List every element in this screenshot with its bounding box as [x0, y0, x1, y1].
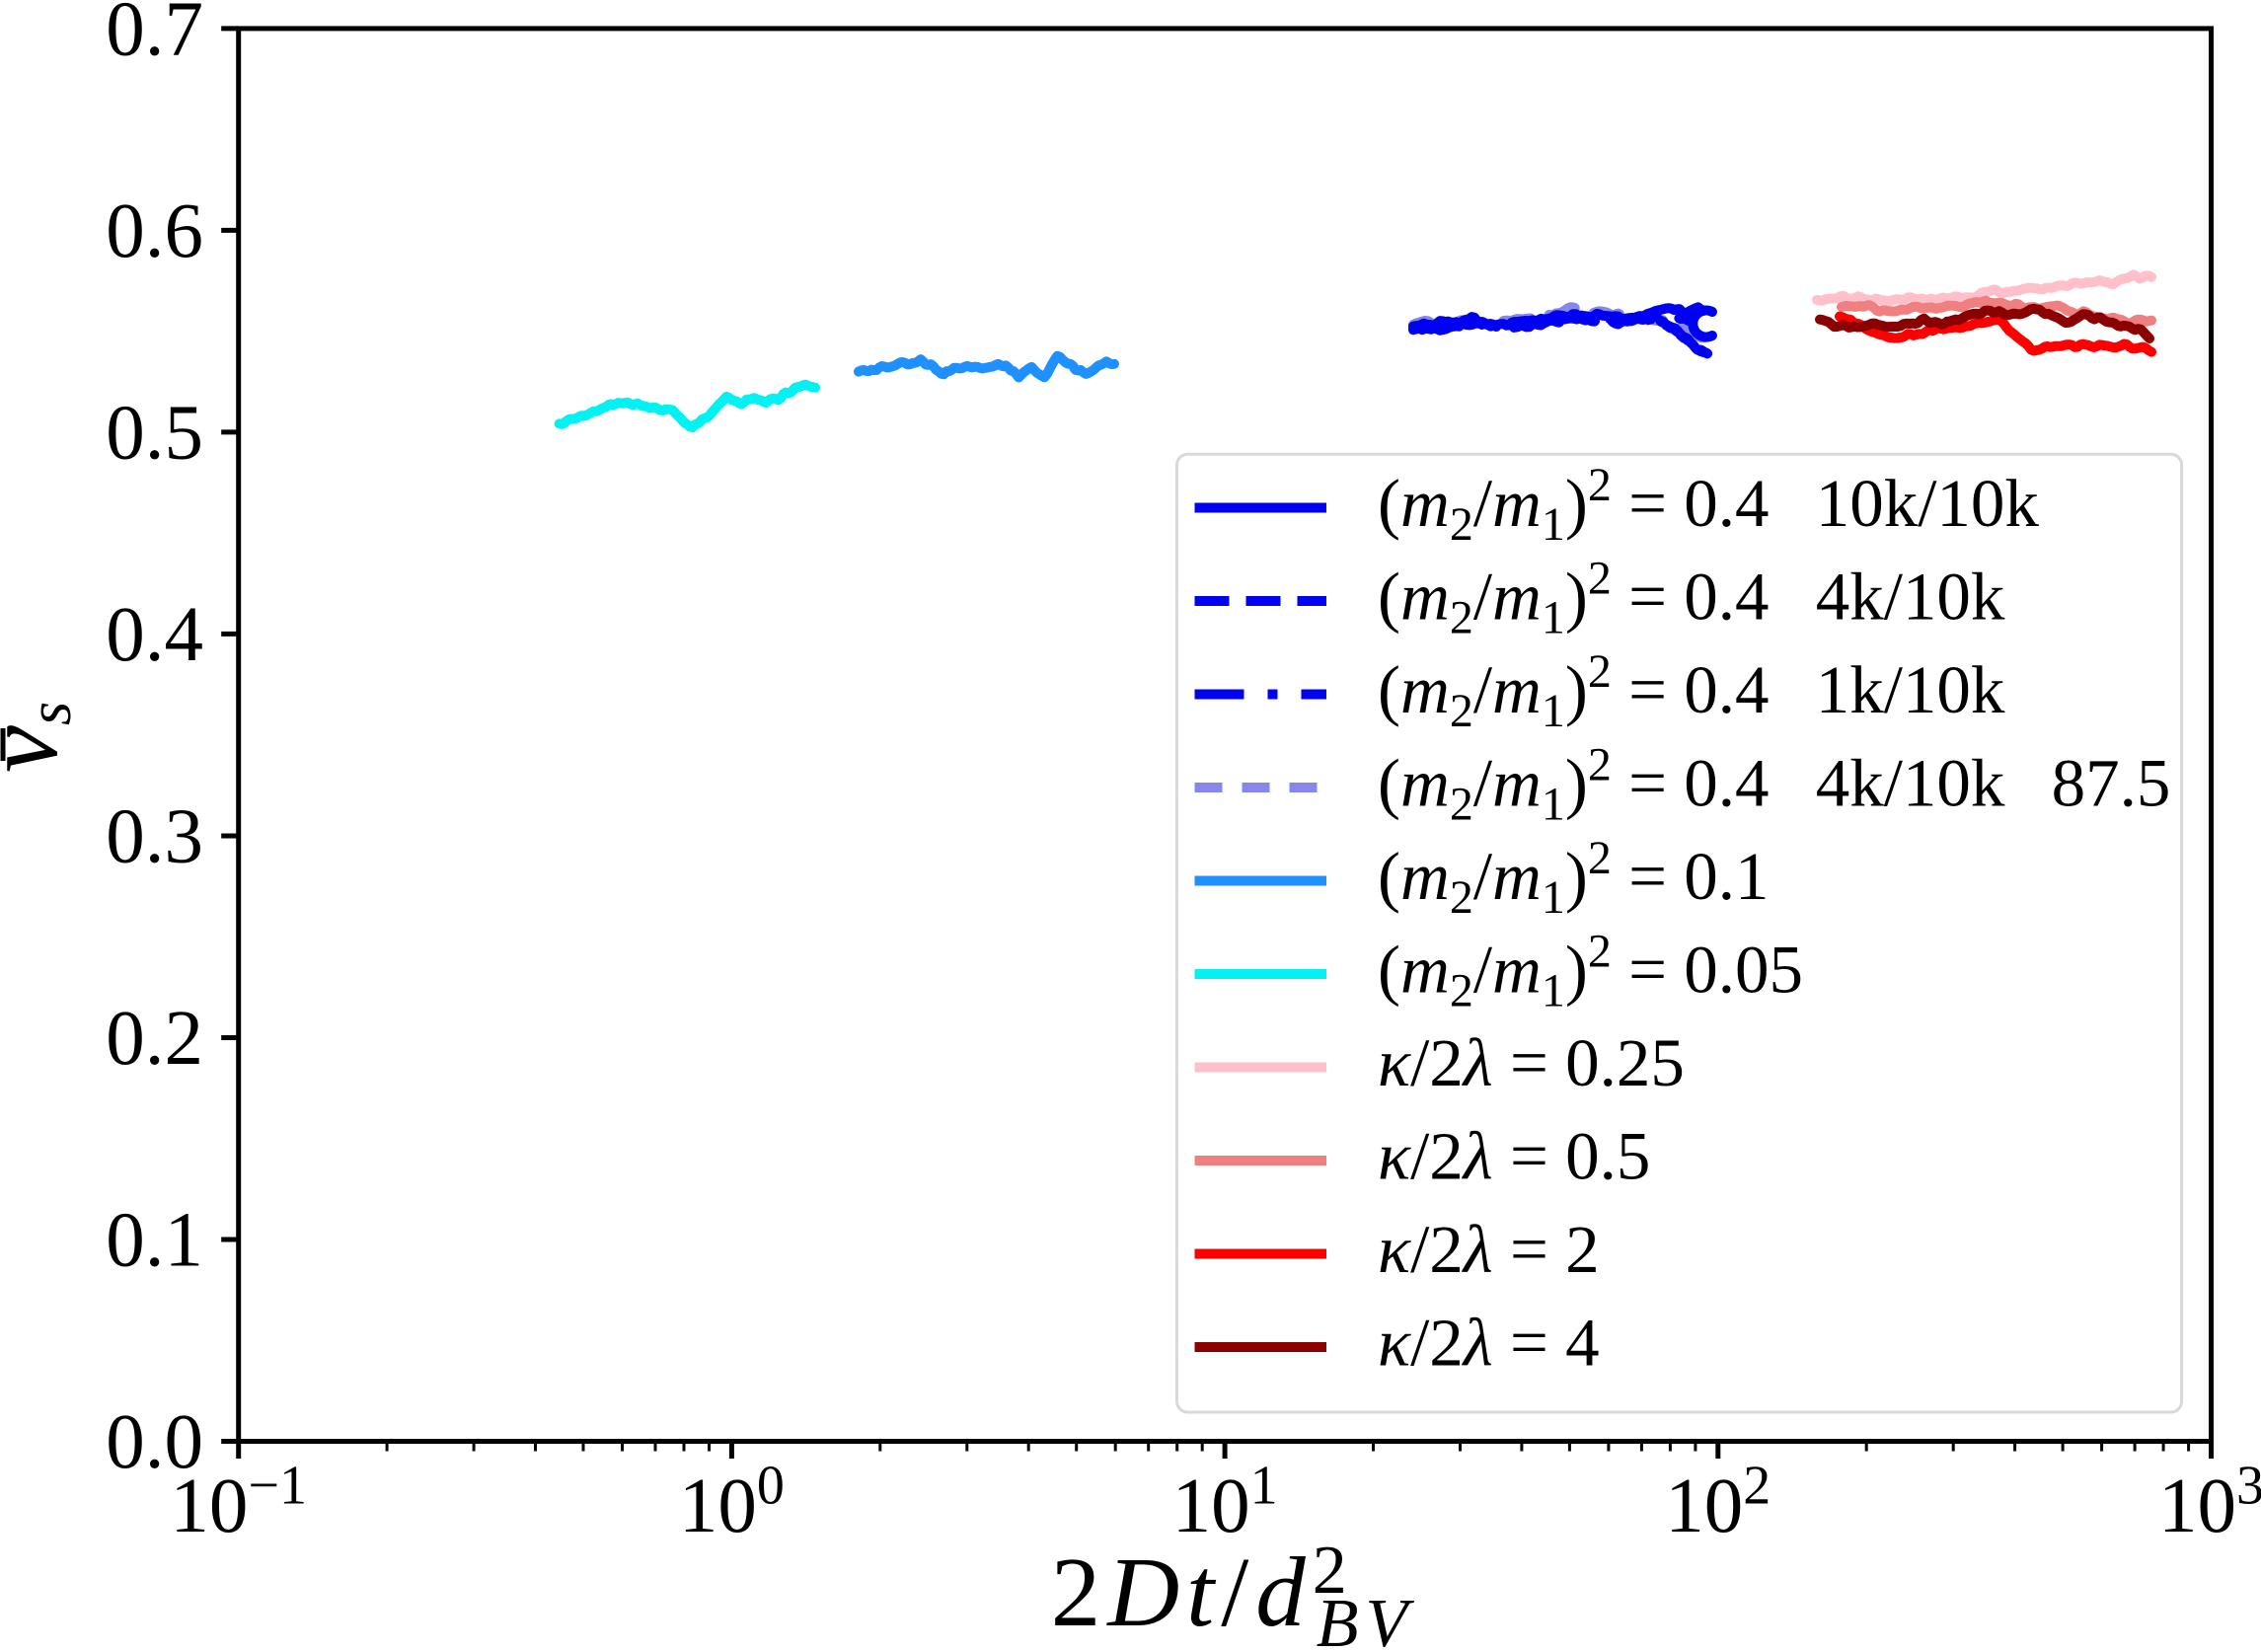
svg-text:s: s [17, 702, 84, 725]
svg-text:(m2/m1)2 = 0.1: (m2/m1)2 = 0.1 [1378, 832, 1770, 924]
svg-text:v: v [0, 725, 80, 773]
svg-text:0.4: 0.4 [106, 592, 203, 678]
svg-text:κ/2λ = 4: κ/2λ = 4 [1378, 1306, 1600, 1381]
svg-text:0.6: 0.6 [106, 188, 203, 274]
svg-text:0.1: 0.1 [106, 1198, 203, 1284]
svg-text:101: 101 [1172, 1456, 1278, 1550]
svg-text:0.0: 0.0 [106, 1399, 203, 1485]
svg-text:(m2/m1)2 = 0.4 10k/10k: (m2/m1)2 = 0.4 10k/10k [1378, 459, 2039, 551]
svg-text:κ/2λ = 0.25: κ/2λ = 0.25 [1378, 1025, 1685, 1100]
svg-text:κ/2λ = 2: κ/2λ = 2 [1378, 1212, 1600, 1287]
svg-text:(m2/m1)2 = 0.4 4k/10k: (m2/m1)2 = 0.4 4k/10k [1378, 553, 2005, 644]
svg-text:0.5: 0.5 [106, 390, 203, 476]
svg-text:0.3: 0.3 [106, 794, 203, 880]
svg-text:0.2: 0.2 [106, 996, 203, 1082]
svg-text:κ/2λ = 0.5: κ/2λ = 0.5 [1378, 1119, 1650, 1194]
svg-text:(m2/m1)2 = 0.4 1k/10k: (m2/m1)2 = 0.4 1k/10k [1378, 645, 2005, 737]
svg-text:0.7: 0.7 [106, 0, 203, 72]
